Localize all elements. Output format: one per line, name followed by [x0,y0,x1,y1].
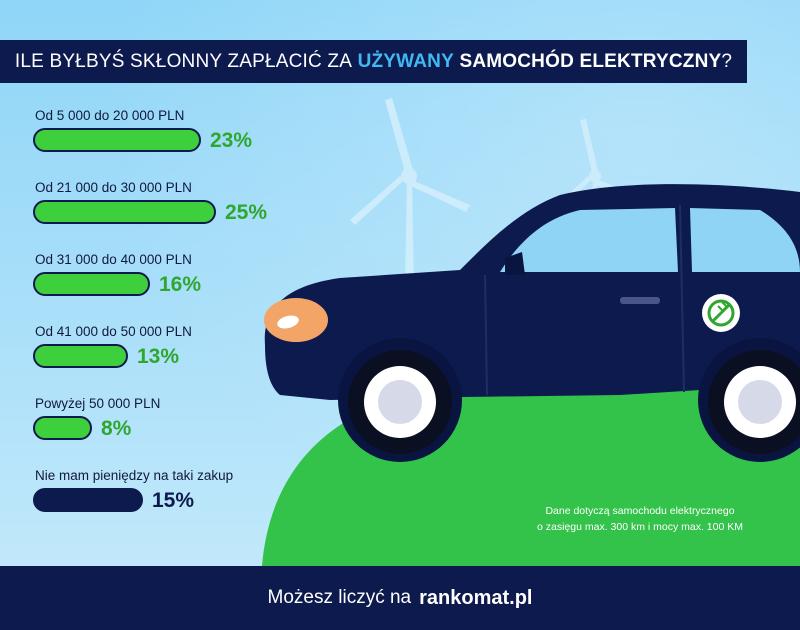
title-prefix: ILE BYŁBYŚ SKŁONNY ZAPŁACIĆ ZA [14,50,353,72]
data-label: 25% [225,201,268,224]
category-label: Od 31 000 do 40 000 PLN [35,252,192,267]
page-title: ILE BYŁBYŚ SKŁONNY ZAPŁACIĆ ZA UŻYWANY S… [0,40,747,83]
category-label: Od 41 000 do 50 000 PLN [35,324,192,339]
title-bold: SAMOCHÓD ELEKTRYCZNY [459,50,722,72]
data-label: 13% [137,345,180,368]
bar [33,416,92,440]
category-label: Powyżej 50 000 PLN [35,396,161,411]
footer-text: Możesz liczyć na [267,587,412,608]
data-label: 16% [159,273,202,296]
category-label: Od 5 000 do 20 000 PLN [35,108,185,123]
data-label: 15% [152,489,195,512]
ev-plug-icon [702,294,740,332]
category-label: Nie mam pieniędzy na taki zakup [35,468,234,483]
bar [33,200,216,224]
data-footnote: Dane dotyczą samochodu elektrycznego o z… [505,503,775,535]
bar [33,128,201,152]
footer-banner: Możesz liczyć na rankomat.pl [0,566,800,630]
bar [33,344,128,368]
electric-car [264,184,800,462]
brand-logo: rankomat.pl [419,586,533,609]
data-label: 23% [210,129,253,152]
footnote-line-2: o zasięgu max. 300 km i mocy max. 100 KM [537,521,743,533]
title-highlight: UŻYWANY [357,50,454,72]
footnote-line-1: Dane dotyczą samochodu elektrycznego [545,505,735,517]
category-label: Od 21 000 do 30 000 PLN [35,180,192,195]
bar [33,488,143,512]
data-label: 8% [101,417,132,440]
bar [33,272,150,296]
title-suffix: ? [721,50,733,72]
